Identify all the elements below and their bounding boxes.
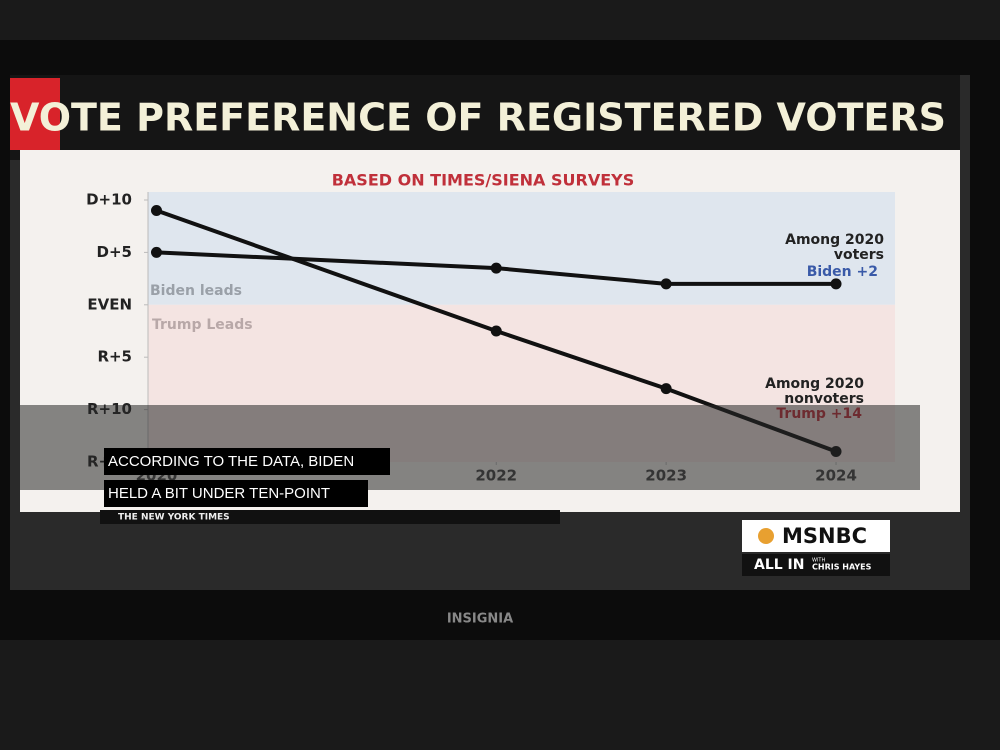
red-accent	[10, 78, 60, 150]
network-logo: MSNBC	[782, 524, 867, 548]
show-with: WITH	[812, 558, 825, 564]
series-label: Among 2020 voters	[785, 232, 884, 263]
show-box	[742, 554, 890, 576]
point	[150, 204, 162, 216]
y-tick-label: D+5	[97, 243, 132, 261]
caption-line: HELD A BIT UNDER TEN-POINT	[108, 485, 330, 502]
point	[490, 262, 502, 274]
point	[660, 383, 672, 395]
source-bar	[100, 510, 560, 524]
show-name: ALL IN	[754, 557, 804, 573]
y-tick-label: D+10	[86, 191, 132, 209]
chart-subtitle: BASED ON TIMES/SIENA SURVEYS	[332, 171, 635, 190]
caption-band	[20, 405, 920, 490]
annotation: Biden +2	[807, 264, 878, 280]
tv-brand: INSIGNIA	[447, 612, 513, 627]
point	[830, 278, 842, 290]
y-tick-label: EVEN	[87, 295, 132, 313]
series-label: Among 2020 nonvoters	[765, 376, 864, 407]
point	[150, 246, 162, 258]
show-host: CHRIS HAYES	[812, 563, 872, 572]
biden-region	[148, 192, 895, 305]
series-line	[156, 250, 837, 286]
region-label: Biden leads	[150, 283, 242, 299]
caption-bg	[104, 480, 368, 507]
y-tick-label: R+5	[97, 348, 132, 366]
caption-bg	[104, 448, 390, 475]
title-bar	[10, 75, 960, 160]
peacock-icon	[758, 528, 774, 544]
chart-title: VOTE PREFERENCE OF REGISTERED VOTERS	[10, 96, 946, 140]
caption-line: ACCORDING TO THE DATA, BIDEN	[108, 453, 354, 470]
source: THE NEW YORK TIMES	[118, 513, 230, 523]
point	[490, 325, 502, 337]
region-label: Trump Leads	[152, 317, 253, 333]
point	[660, 278, 672, 290]
